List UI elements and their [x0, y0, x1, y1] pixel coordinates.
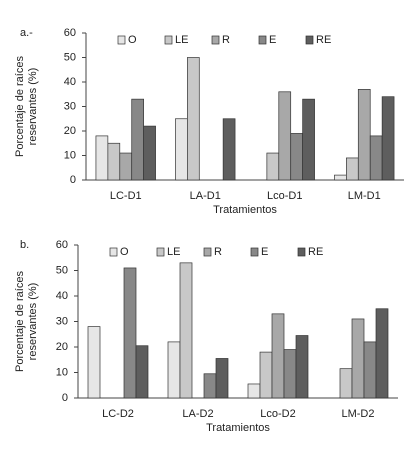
x-tick-label: LA-D1 [190, 190, 221, 202]
bar [119, 152, 133, 181]
y-tick-label: 20 [64, 125, 76, 137]
y-tick-label: 0 [70, 174, 76, 186]
bar [357, 88, 371, 181]
legend-label: R [222, 34, 230, 46]
legend-swatch [297, 247, 306, 257]
legend-swatch [305, 35, 314, 45]
legend-swatch [203, 247, 212, 257]
bar [339, 368, 353, 399]
x-axis-label: Tratamientos [213, 204, 277, 216]
x-tick-label: LC-D1 [110, 190, 142, 202]
y-tick-label: 30 [56, 315, 68, 327]
legend-label: R [214, 246, 222, 258]
x-tick-label: Lco-D1 [267, 190, 302, 202]
bar [131, 98, 144, 181]
bar [375, 308, 389, 399]
bar [271, 313, 285, 399]
x-tick-label: LA-D2 [182, 408, 213, 420]
bar [179, 262, 193, 399]
bar [123, 267, 137, 399]
bar [135, 345, 149, 399]
y-axis-label-line: Porcentaje de raíces [14, 271, 26, 372]
legend-swatch [109, 247, 118, 257]
legend-swatch [164, 35, 173, 45]
y-axis-label-line: reservantes (%) [27, 68, 39, 146]
legend-label: LE [167, 246, 180, 258]
x-axis-label: Tratamientos [206, 422, 270, 434]
legend-swatch [117, 35, 126, 45]
y-axis-label: Porcentaje de raícesreservantes (%) [14, 271, 39, 372]
bar [346, 157, 359, 181]
bar [381, 96, 395, 181]
legend-label: E [261, 246, 268, 258]
y-tick-label: 60 [56, 239, 68, 251]
legend-label: O [120, 246, 129, 258]
legend-label: O [128, 34, 137, 46]
bar [187, 57, 200, 181]
bar [363, 341, 377, 399]
y-tick-label: 30 [64, 100, 76, 112]
bar [369, 135, 383, 181]
panel-label: a.- [20, 27, 33, 39]
bar [175, 118, 188, 181]
bar [95, 135, 109, 181]
bar [215, 358, 229, 399]
x-tick-label: LM-D1 [348, 190, 381, 202]
legend-label: E [269, 34, 276, 46]
bar [290, 133, 303, 181]
bar [283, 349, 297, 399]
y-tick-label: 0 [62, 392, 68, 404]
legend-label: RE [308, 246, 323, 258]
legend-label: RE [316, 34, 331, 46]
bar [351, 318, 365, 399]
y-axis-label-line: reservantes (%) [27, 283, 39, 361]
legend-label: LE [175, 34, 188, 46]
legend-swatch [250, 247, 259, 257]
bar [259, 351, 273, 399]
bar [295, 335, 309, 399]
bar [266, 152, 280, 181]
x-tick-label: LM-D2 [341, 408, 374, 420]
bar [203, 373, 217, 399]
legend-swatch [211, 35, 220, 45]
panel-label: b. [20, 239, 29, 251]
legend-swatch [258, 35, 267, 45]
bar [302, 98, 315, 181]
y-axis-label-line: Porcentaje de raíces [14, 56, 26, 157]
y-tick-label: 20 [56, 341, 68, 353]
bar [107, 142, 121, 181]
y-tick-label: 50 [56, 264, 68, 276]
bar [143, 125, 156, 181]
y-axis-label: Porcentaje de raícesreservantes (%) [14, 56, 39, 157]
y-tick-label: 40 [56, 290, 68, 302]
y-tick-label: 40 [64, 76, 76, 88]
legend-swatch [156, 247, 165, 257]
bar [167, 341, 181, 399]
y-tick-label: 10 [64, 149, 76, 161]
y-tick-label: 10 [56, 366, 68, 378]
y-tick-label: 60 [64, 27, 76, 39]
bar [334, 174, 347, 181]
y-tick-label: 50 [64, 51, 76, 63]
bar [247, 383, 261, 399]
x-tick-label: Lco-D2 [260, 408, 295, 420]
bar [278, 91, 292, 181]
x-tick-label: LC-D2 [102, 408, 134, 420]
bar [222, 118, 236, 181]
bar [87, 326, 101, 399]
